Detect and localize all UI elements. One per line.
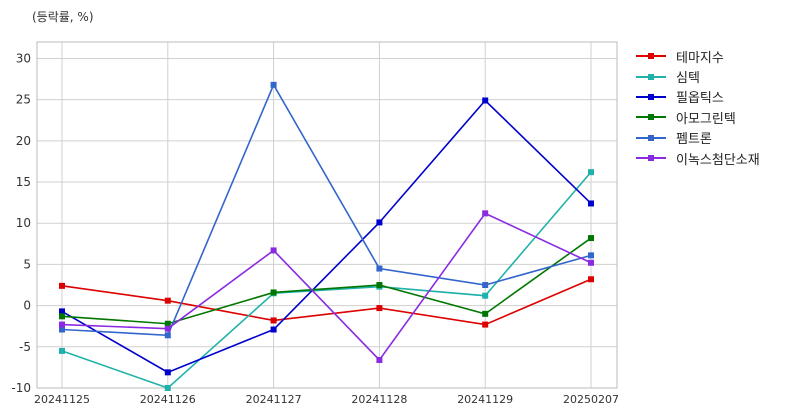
data-point [270, 81, 277, 88]
legend-item: 필옵틱스 [636, 87, 760, 107]
y-tick-label: -5 [19, 340, 31, 354]
data-point [270, 317, 277, 324]
x-tick-label: 20241129 [457, 393, 513, 406]
series-line [61, 237, 592, 325]
legend-item: 심텍 [636, 66, 760, 86]
data-point [164, 297, 171, 304]
data-point [588, 200, 594, 207]
data-point [588, 276, 594, 283]
data-point [164, 320, 171, 327]
series-line [61, 212, 592, 362]
data-point [482, 210, 489, 217]
legend-swatch [636, 71, 666, 83]
x-tick-label: 20241125 [34, 393, 90, 406]
legend-label: 테마지수 [676, 50, 724, 66]
legend-label: 아모그린텍 [676, 111, 736, 127]
data-point [376, 219, 383, 226]
y-tick-label: 0 [23, 299, 31, 313]
legend-swatch [636, 50, 666, 62]
data-point [588, 259, 594, 266]
series-line [61, 278, 592, 326]
plot-border [36, 41, 618, 389]
y-tick-label: 5 [23, 257, 31, 271]
legend-item: 테마지수 [636, 46, 760, 66]
data-point [482, 310, 489, 317]
legend-label: 심텍 [676, 71, 700, 87]
legend-item: 아모그린텍 [636, 107, 760, 127]
y-tick-label: 30 [16, 51, 31, 65]
data-point [164, 385, 171, 391]
x-tick-label: 20241126 [140, 393, 196, 406]
series-line [61, 171, 592, 389]
data-point [270, 289, 277, 296]
plot-area [37, 42, 617, 388]
data-point [588, 252, 594, 259]
data-point [59, 282, 65, 289]
data-point [270, 247, 277, 254]
data-point [482, 321, 489, 328]
series-line [61, 83, 592, 337]
legend-item: 이녹스첨단소재 [636, 148, 760, 168]
data-point [482, 292, 489, 299]
data-point [376, 356, 383, 363]
data-point [164, 332, 171, 339]
data-point [376, 265, 383, 272]
y-tick-label: 15 [16, 175, 31, 189]
data-point [59, 347, 65, 354]
legend-item: 펨트론 [636, 128, 760, 148]
data-point [164, 369, 171, 376]
y-axis-unit-label: (등락률, %) [32, 10, 94, 24]
data-point [270, 326, 277, 333]
data-point [376, 305, 383, 312]
y-tick-label: 25 [16, 93, 31, 107]
legend-label: 필옵틱스 [676, 91, 724, 107]
data-point [164, 325, 171, 332]
x-tick-label: 20241127 [246, 393, 302, 406]
legend-swatch [636, 91, 666, 103]
x-tick-label: 20241128 [351, 393, 407, 406]
y-tick-label: 10 [16, 216, 31, 230]
legend-swatch [636, 152, 666, 164]
series-line [61, 99, 592, 374]
data-point [59, 321, 65, 328]
data-point [482, 282, 489, 289]
data-point [376, 282, 383, 289]
y-tick-label: 20 [16, 134, 31, 148]
data-point [588, 235, 594, 242]
data-point [59, 308, 65, 315]
data-point [59, 326, 65, 333]
y-tick-label: -10 [11, 381, 31, 395]
data-point [59, 313, 65, 320]
x-tick-label: 20250207 [563, 393, 619, 406]
legend-label: 이녹스첨단소재 [676, 152, 760, 168]
legend-swatch [636, 132, 666, 144]
legend-label: 펨트론 [676, 132, 712, 148]
data-point [482, 97, 489, 104]
legend-swatch [636, 111, 666, 123]
data-point [588, 169, 594, 176]
